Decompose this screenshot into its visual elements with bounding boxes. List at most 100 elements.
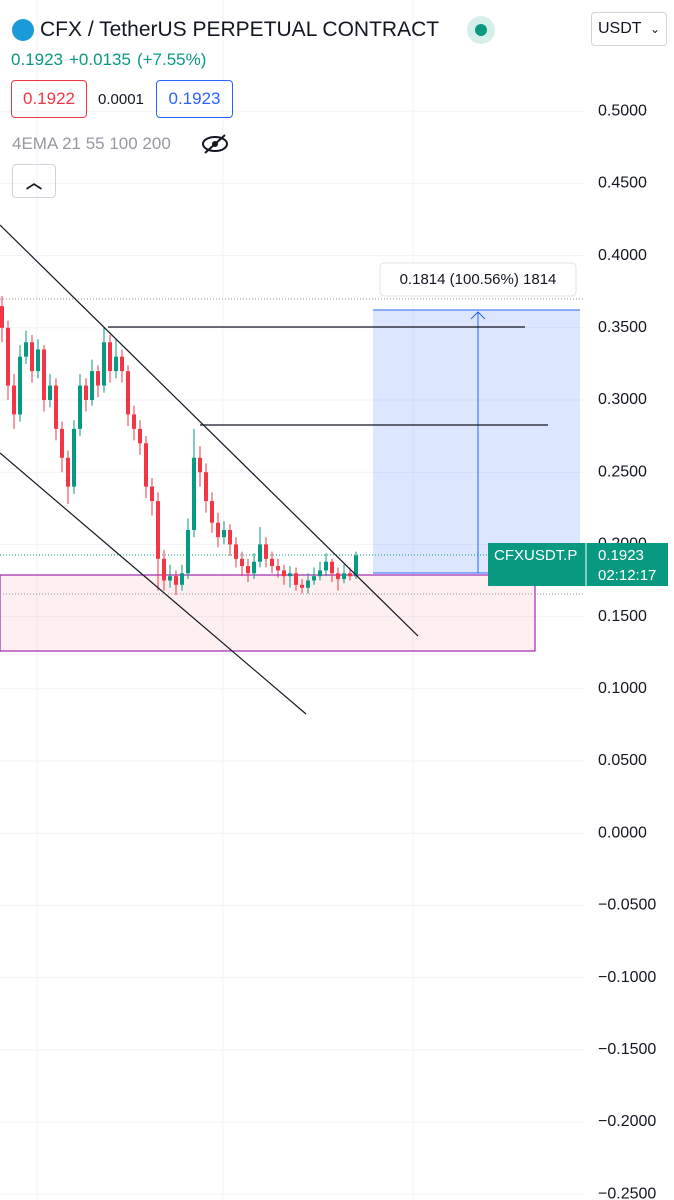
grid [0, 110, 585, 1195]
candle-body [270, 558, 274, 567]
change-pct: (+7.55%) [136, 50, 207, 69]
candle-body [42, 349, 46, 400]
measure-box [373, 310, 580, 573]
candle-body [108, 342, 112, 372]
price-tag-price: 0.1923 [598, 547, 644, 564]
candle-body [6, 327, 10, 386]
candle-body [54, 385, 58, 429]
candle-body [66, 457, 70, 487]
price-tag-symbol: CFXUSDT.P [494, 547, 577, 564]
candle-body [72, 428, 76, 487]
candle-body [318, 570, 322, 577]
candle-body [150, 486, 154, 502]
candle-body [48, 385, 52, 400]
candle-body [294, 573, 298, 585]
y-axis: 0.50000.45000.40000.35000.30000.25000.20… [598, 102, 656, 1200]
demand-zone [0, 574, 536, 652]
y-tick-label: 0.2500 [598, 463, 647, 480]
candle-body [12, 385, 16, 415]
status-dot [467, 16, 496, 44]
candle-body [90, 371, 94, 400]
candle-body [24, 342, 28, 357]
measure-arrowhead [470, 311, 486, 320]
candle-body [348, 573, 352, 577]
candle-body [354, 555, 358, 577]
candle-body [144, 443, 148, 487]
candle-body [174, 576, 178, 585]
y-tick-label: −0.2000 [598, 1113, 656, 1130]
y-tick-label: 0.3000 [598, 391, 647, 408]
candle-body [216, 522, 220, 538]
candle-body [186, 529, 190, 574]
currency: USDT [598, 20, 642, 37]
candles [0, 296, 358, 595]
candle-body [162, 558, 166, 581]
candle-body [192, 457, 196, 530]
candle-body [114, 356, 118, 372]
candle-body [330, 561, 334, 574]
candle-body [288, 573, 292, 577]
candle-body [204, 472, 208, 502]
candle-body [252, 561, 256, 574]
candle-body [96, 371, 100, 386]
candle-body [336, 573, 340, 580]
price-tag-countdown: 02:12:17 [598, 567, 656, 584]
measure-label-box [379, 262, 577, 297]
y-tick-label: 0.1500 [598, 608, 647, 625]
candle-body [342, 573, 346, 580]
change: +0.0135 [69, 50, 131, 69]
candle-body [222, 529, 226, 538]
candle-body [156, 501, 160, 559]
price-tag [488, 543, 668, 586]
title-row: CFX / TetherUS PERPETUAL CONTRACT [12, 16, 496, 44]
candle-body [180, 573, 184, 585]
candle-body [18, 356, 22, 415]
symbol-title: CFX / TetherUS PERPETUAL CONTRACT [40, 18, 440, 41]
y-tick-label: −0.2500 [598, 1185, 656, 1200]
candle-body [306, 580, 310, 588]
y-tick-label: 0.1000 [598, 680, 647, 697]
hide-icon[interactable] [201, 133, 229, 155]
candle-body [234, 544, 238, 559]
candle-body [324, 561, 328, 571]
y-tick-label: −0.0500 [598, 897, 656, 914]
measure-label: 0.1814 (100.56%) 1814 [400, 271, 557, 288]
candle-body [168, 576, 172, 581]
last-price: 0.1923 [11, 50, 63, 69]
candle-body [228, 529, 232, 545]
trend-line [0, 224, 419, 637]
candle-body [312, 576, 316, 581]
y-tick-label: 0.0500 [598, 752, 647, 769]
y-tick-label: 0.4500 [598, 175, 647, 192]
y-tick-label: −0.1000 [598, 969, 656, 986]
candle-body [138, 428, 142, 444]
collapse-button[interactable]: ︿ [12, 164, 56, 198]
candle-body [132, 414, 136, 429]
candle-body [78, 385, 82, 429]
candle-body [120, 356, 124, 372]
candle-body [276, 566, 280, 571]
candle-body [84, 385, 88, 400]
trend-line [0, 452, 307, 715]
candle-body [210, 501, 214, 523]
y-tick-label: 0.3500 [598, 319, 647, 336]
y-tick-label: −0.1500 [598, 1041, 656, 1058]
indicator: 4EMA 21 55 100 200 [12, 134, 171, 153]
candle-body [300, 584, 304, 588]
y-tick-label: 0.4000 [598, 247, 647, 264]
candle-body [0, 306, 4, 328]
candle-body [60, 428, 64, 458]
coin-icon [12, 19, 34, 41]
candle-body [30, 342, 34, 372]
quote-row: 0.1923 +0.0135 (+7.55%) [11, 50, 206, 70]
ask[interactable]: 0.1923 [156, 80, 233, 118]
candle-body [102, 342, 106, 386]
spread: 0.0001 [98, 91, 144, 108]
currency-select[interactable]: USDT ⌄ [591, 12, 667, 46]
y-tick-label: 0.5000 [598, 102, 647, 119]
bid[interactable]: 0.1922 [11, 80, 87, 118]
candle-body [198, 457, 202, 473]
candle-body [264, 544, 268, 559]
